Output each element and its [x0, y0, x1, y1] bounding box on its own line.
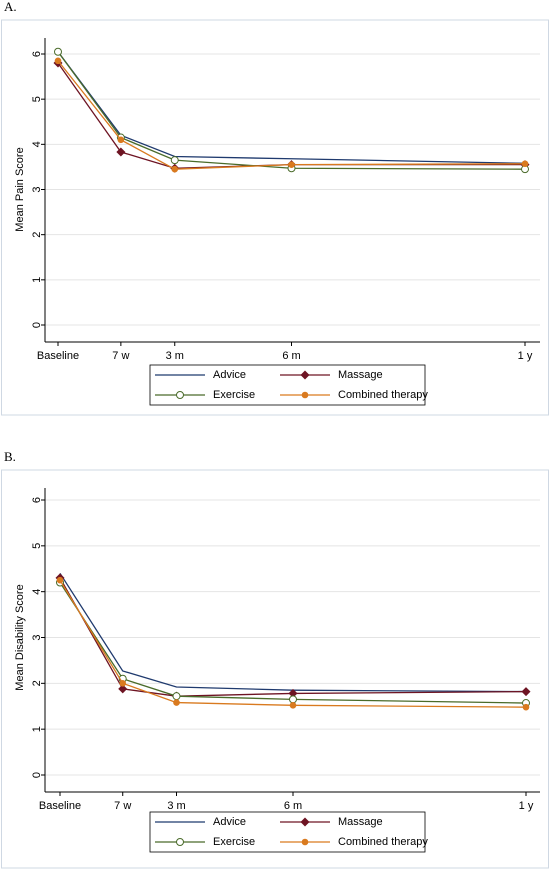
marker: [118, 684, 128, 694]
marker: [288, 688, 298, 698]
x-tick-label: 3 m: [167, 800, 185, 812]
marker: [300, 817, 310, 827]
y-tick-label: 6: [31, 497, 43, 503]
y-tick-label: 3: [31, 186, 43, 192]
marker: [54, 47, 62, 56]
y-axis-title: Mean Pain Score: [14, 147, 26, 231]
marker: [176, 838, 184, 846]
plot-bg: [45, 488, 540, 792]
marker: [176, 391, 184, 399]
x-tick-label: 7 w: [114, 800, 131, 812]
panel-label: B.: [4, 449, 16, 464]
y-tick-label: 2: [31, 680, 43, 686]
y-tick-label: 5: [31, 543, 43, 549]
marker: [301, 391, 309, 399]
marker: [289, 702, 297, 709]
marker: [116, 147, 126, 157]
y-tick-label: 1: [31, 277, 43, 283]
legend-label: Massage: [338, 816, 383, 828]
marker: [56, 576, 64, 584]
legend-label: Advice: [213, 816, 246, 828]
y-tick-label: 6: [31, 51, 43, 57]
y-tick-label: 1: [31, 726, 43, 732]
x-tick-label: 1 y: [518, 350, 533, 362]
y-axis-title: Mean Disability Score: [14, 584, 26, 690]
marker: [522, 703, 530, 711]
legend-box: [149, 364, 426, 406]
marker: [521, 687, 531, 697]
marker: [54, 57, 62, 65]
legend-label: Combined therapy: [338, 836, 428, 848]
marker: [172, 692, 181, 701]
marker: [289, 695, 297, 704]
marker: [521, 160, 529, 168]
y-tick-label: 2: [31, 232, 43, 238]
legend-label: Massage: [338, 369, 383, 381]
legend-label: Advice: [213, 369, 246, 381]
marker: [171, 165, 179, 173]
marker: [300, 370, 310, 380]
series-line: [59, 572, 527, 693]
y-tick-label: 4: [31, 141, 43, 147]
y-tick-label: 5: [31, 96, 43, 102]
legend-label: Exercise: [213, 836, 255, 848]
x-tick-label: 7 w: [112, 350, 129, 362]
marker: [117, 136, 125, 144]
panel-label: A.: [4, 0, 17, 14]
frame: [1, 19, 549, 416]
legend-label: Combined therapy: [338, 389, 428, 401]
x-tick-label: Baseline: [37, 350, 79, 362]
legend-label: Exercise: [213, 389, 255, 401]
y-tick-label: 4: [31, 589, 43, 595]
legend-box: [149, 811, 426, 853]
marker: [301, 838, 309, 846]
marker: [173, 699, 180, 706]
frame: [1, 469, 549, 869]
x-tick-label: 1 y: [519, 800, 534, 812]
y-tick-label: 0: [31, 322, 43, 328]
y-tick-label: 0: [31, 772, 43, 778]
marker: [288, 161, 295, 168]
x-tick-label: 6 m: [284, 800, 302, 812]
x-tick-label: 6 m: [282, 350, 300, 362]
y-tick-label: 3: [31, 634, 43, 640]
x-tick-label: Baseline: [39, 800, 81, 812]
marker: [170, 156, 179, 165]
x-tick-label: 3 m: [166, 350, 184, 362]
marker: [119, 680, 127, 687]
